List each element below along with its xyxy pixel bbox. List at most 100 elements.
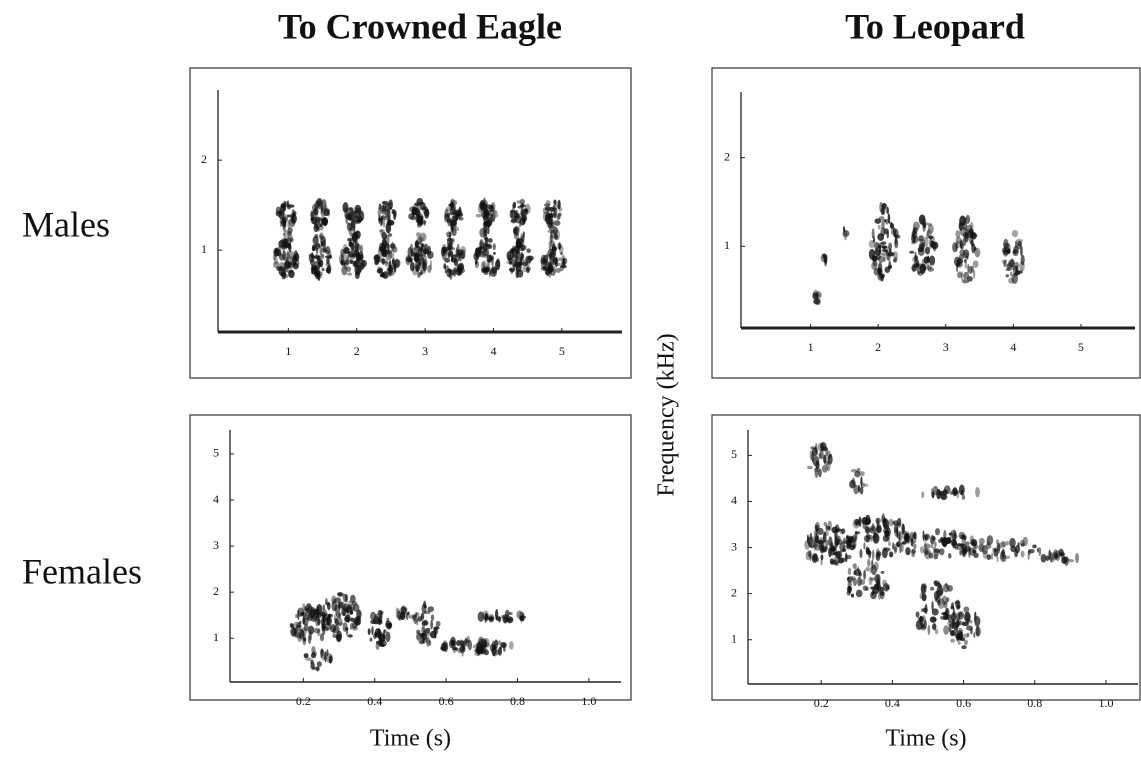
spectrogram-blob (844, 552, 848, 563)
spectrogram-blob (305, 657, 312, 661)
spectrogram-blob (407, 246, 413, 258)
spectrogram-blob (383, 629, 387, 633)
spectrogram-blob (425, 636, 430, 647)
spectrogram-blob (554, 256, 558, 268)
spectrogram-blob (344, 614, 352, 622)
spectrogram-blob (924, 246, 931, 255)
spectrogram-blob (978, 537, 985, 545)
spectrogram-blob (921, 491, 925, 499)
spectrogram-blob (847, 577, 850, 581)
spectrogram-blob (333, 625, 340, 634)
spectrogram-blob (555, 267, 561, 273)
spectrogram-blob (276, 266, 283, 272)
spectrogram-blob (522, 231, 525, 238)
spectrogram-blob (452, 647, 458, 651)
spectrogram-blob (513, 210, 518, 219)
spectrogram-blob (282, 205, 285, 217)
spectrogram-blob (966, 280, 969, 284)
spectrogram-blob (865, 566, 870, 572)
spectrogram-blob (948, 623, 952, 633)
spectrogram-blob (933, 548, 940, 556)
spectrogram-blob (831, 559, 838, 565)
spectrogram-blob (559, 265, 564, 272)
spectrogram-blob (937, 599, 941, 606)
spectrogram-blob (279, 217, 282, 228)
spectrogram-blob (940, 493, 948, 500)
spectrogram-blob (833, 552, 839, 556)
spectrogram-blob (287, 227, 293, 234)
spectrogram-blob (420, 632, 424, 637)
spectrogram-blob (334, 597, 342, 603)
spectrogram-blob (1022, 536, 1028, 547)
spectrogram-blob (491, 212, 496, 222)
spectrogram-blob (879, 589, 885, 600)
spectrogram-blob (966, 632, 970, 638)
spectrogram-blob (955, 230, 961, 239)
spectrogram-blob (522, 261, 529, 267)
spectrogram-blob (273, 261, 280, 269)
spectrogram-blob (953, 256, 961, 267)
spectrogram-blob (310, 662, 316, 670)
spectrogram-blob (892, 542, 895, 550)
spectrogram-blob (420, 243, 424, 252)
row-label: Females (22, 551, 142, 591)
spectrogram-blob (289, 623, 293, 628)
spectrogram-blob (862, 585, 869, 591)
spectrogram-blob (927, 222, 932, 227)
spectrogram-blob (544, 206, 551, 211)
x-tick-label: 5 (559, 344, 565, 358)
spectrogram-blob (875, 517, 881, 525)
spectrogram-blob (877, 233, 885, 241)
spectrogram-blob (969, 222, 974, 230)
spectrogram-blob (296, 622, 302, 631)
spectrogram-blob (859, 486, 864, 495)
spectrogram-blob (476, 642, 482, 647)
spectrogram-blob (948, 532, 953, 536)
spectrogram-blob (823, 454, 827, 464)
spectrogram-blob (325, 267, 330, 274)
spectrogram-blob (968, 265, 973, 275)
spectrogram-blob (811, 554, 818, 564)
spectrogram-blob (283, 230, 290, 240)
spectrogram-blob (1048, 549, 1051, 560)
spectrogram-blob (293, 250, 298, 260)
spectrogram-blob (828, 453, 833, 458)
spectrogram-blob (809, 532, 813, 540)
spectrogram-blob (447, 268, 452, 273)
spectrogram-blob (834, 541, 839, 549)
spectrogram-blob (1016, 238, 1024, 242)
spectrogram-blob (427, 265, 432, 273)
spectrogram-blob (513, 232, 520, 240)
spectrogram-blob (340, 255, 344, 266)
spectrogram-blob (351, 601, 358, 606)
spectrogram-blob (873, 531, 877, 540)
spectrogram-blob (422, 251, 427, 257)
spectrogram-blob (346, 627, 349, 636)
spectrogram-blob (996, 542, 1001, 552)
spectrogram-blob (457, 212, 464, 217)
x-tick-label: 4 (490, 344, 496, 358)
spectrogram-blob (887, 251, 895, 257)
spectrogram-blob (343, 207, 349, 213)
spectrogram-blob (896, 542, 900, 547)
spectrogram-blob (876, 551, 882, 557)
spectrogram-blob (448, 639, 456, 649)
spectrogram-blob (965, 214, 971, 225)
spectrogram-blob (392, 246, 398, 253)
x-tick-label: 1.0 (581, 694, 596, 708)
spectrogram-blob (1001, 548, 1006, 558)
spectrogram-blob (349, 594, 356, 604)
spectrogram-blob (878, 245, 882, 254)
spectrogram-blob (1005, 248, 1011, 254)
panel-frame (189, 414, 632, 701)
spectrogram-blob (346, 211, 354, 221)
spectrogram-blob (1027, 549, 1030, 561)
spectrogram-blob (359, 259, 366, 270)
spectrogram-blob (875, 253, 881, 260)
spectrogram-blob (873, 235, 876, 243)
spectrogram-blob (408, 614, 415, 619)
spectrogram-blob (972, 260, 979, 268)
spectrogram-blob (303, 623, 309, 632)
spectrogram-blob (540, 254, 547, 264)
spectrogram-blob (320, 218, 328, 224)
